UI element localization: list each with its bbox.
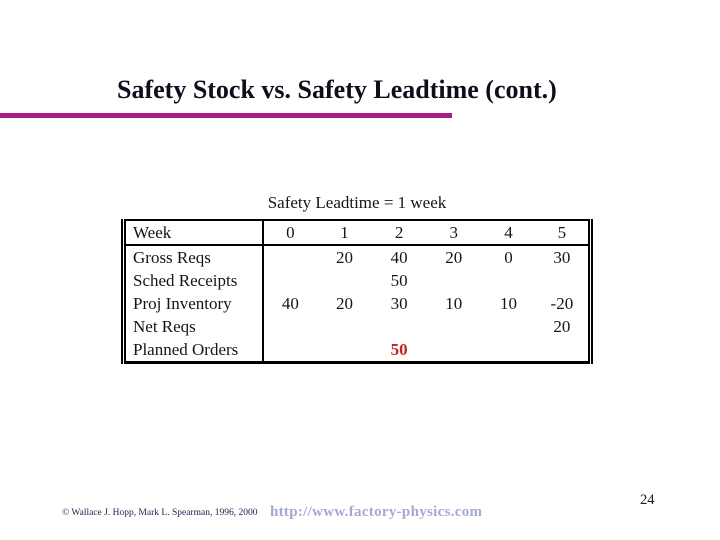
table-cell: -20 (550, 293, 574, 313)
row-label: Week (123, 220, 264, 246)
table-cell: 4 (481, 220, 536, 246)
row-label: Proj Inventory (123, 292, 264, 315)
table-cell (372, 315, 427, 338)
row-label: Planned Orders (123, 338, 264, 363)
table-cell (536, 338, 591, 363)
table-cell: 0 (262, 220, 318, 246)
table-cell (263, 245, 318, 269)
table-row: Week 0 1 2 3 4 5 (123, 220, 591, 246)
table-cell (426, 338, 481, 363)
table-cell (426, 315, 481, 338)
table-cell: 40 (390, 247, 408, 267)
table-row: Planned Orders 50 (123, 338, 591, 363)
table-cell: 20 (445, 247, 463, 267)
table-cell (263, 315, 318, 338)
table-row: Proj Inventory 40 20 30 10 10 -20 (123, 292, 591, 315)
table-cell: 20 (335, 293, 353, 313)
table-cell: 50 (390, 270, 408, 290)
table-cell: 1 (317, 220, 372, 246)
table-cell: 20 (335, 247, 353, 267)
table-cell: 5 (535, 220, 591, 246)
row-label: Sched Receipts (123, 269, 264, 292)
mrp-table: Week 0 1 2 3 4 5 Gross Reqs 20 40 20 0 3… (121, 219, 593, 364)
table-cell: 2 (371, 220, 427, 246)
table-cell: 10 (445, 293, 463, 313)
table-cell (481, 338, 536, 363)
table-cell (317, 269, 372, 292)
table-row: Sched Receipts 50 (123, 269, 591, 292)
table-cell (263, 269, 318, 292)
table-cell (263, 338, 318, 363)
table-cell: 30 (553, 247, 571, 267)
footer-url-link[interactable]: http://www.factory-physics.com (270, 504, 483, 520)
table-cell (317, 338, 372, 363)
table-cell: 30 (390, 293, 408, 313)
footer-copyright: © Wallace J. Hopp, Mark L. Spearman, 199… (62, 508, 258, 518)
table-cell: 40 (281, 293, 299, 313)
table-cell: 20 (553, 316, 571, 336)
page-title: Safety Stock vs. Safety Leadtime (cont.) (117, 75, 557, 104)
page-number: 24 (640, 492, 655, 508)
table-cell-highlighted: 50 (390, 339, 408, 359)
table-cell: 0 (504, 247, 513, 267)
table-row: Gross Reqs 20 40 20 0 30 (123, 245, 591, 269)
row-label: Gross Reqs (123, 245, 264, 269)
title-underline (0, 113, 452, 118)
row-label: Net Reqs (123, 315, 264, 338)
table-row: Net Reqs 20 (123, 315, 591, 338)
table-cell (481, 269, 536, 292)
table-cell (317, 315, 372, 338)
table-cell: 10 (499, 293, 517, 313)
table-cell (536, 269, 591, 292)
table-cell: 3 (426, 220, 482, 246)
table-title: Safety Leadtime = 1 week (267, 193, 447, 212)
table-cell (426, 269, 481, 292)
table-cell (481, 315, 536, 338)
